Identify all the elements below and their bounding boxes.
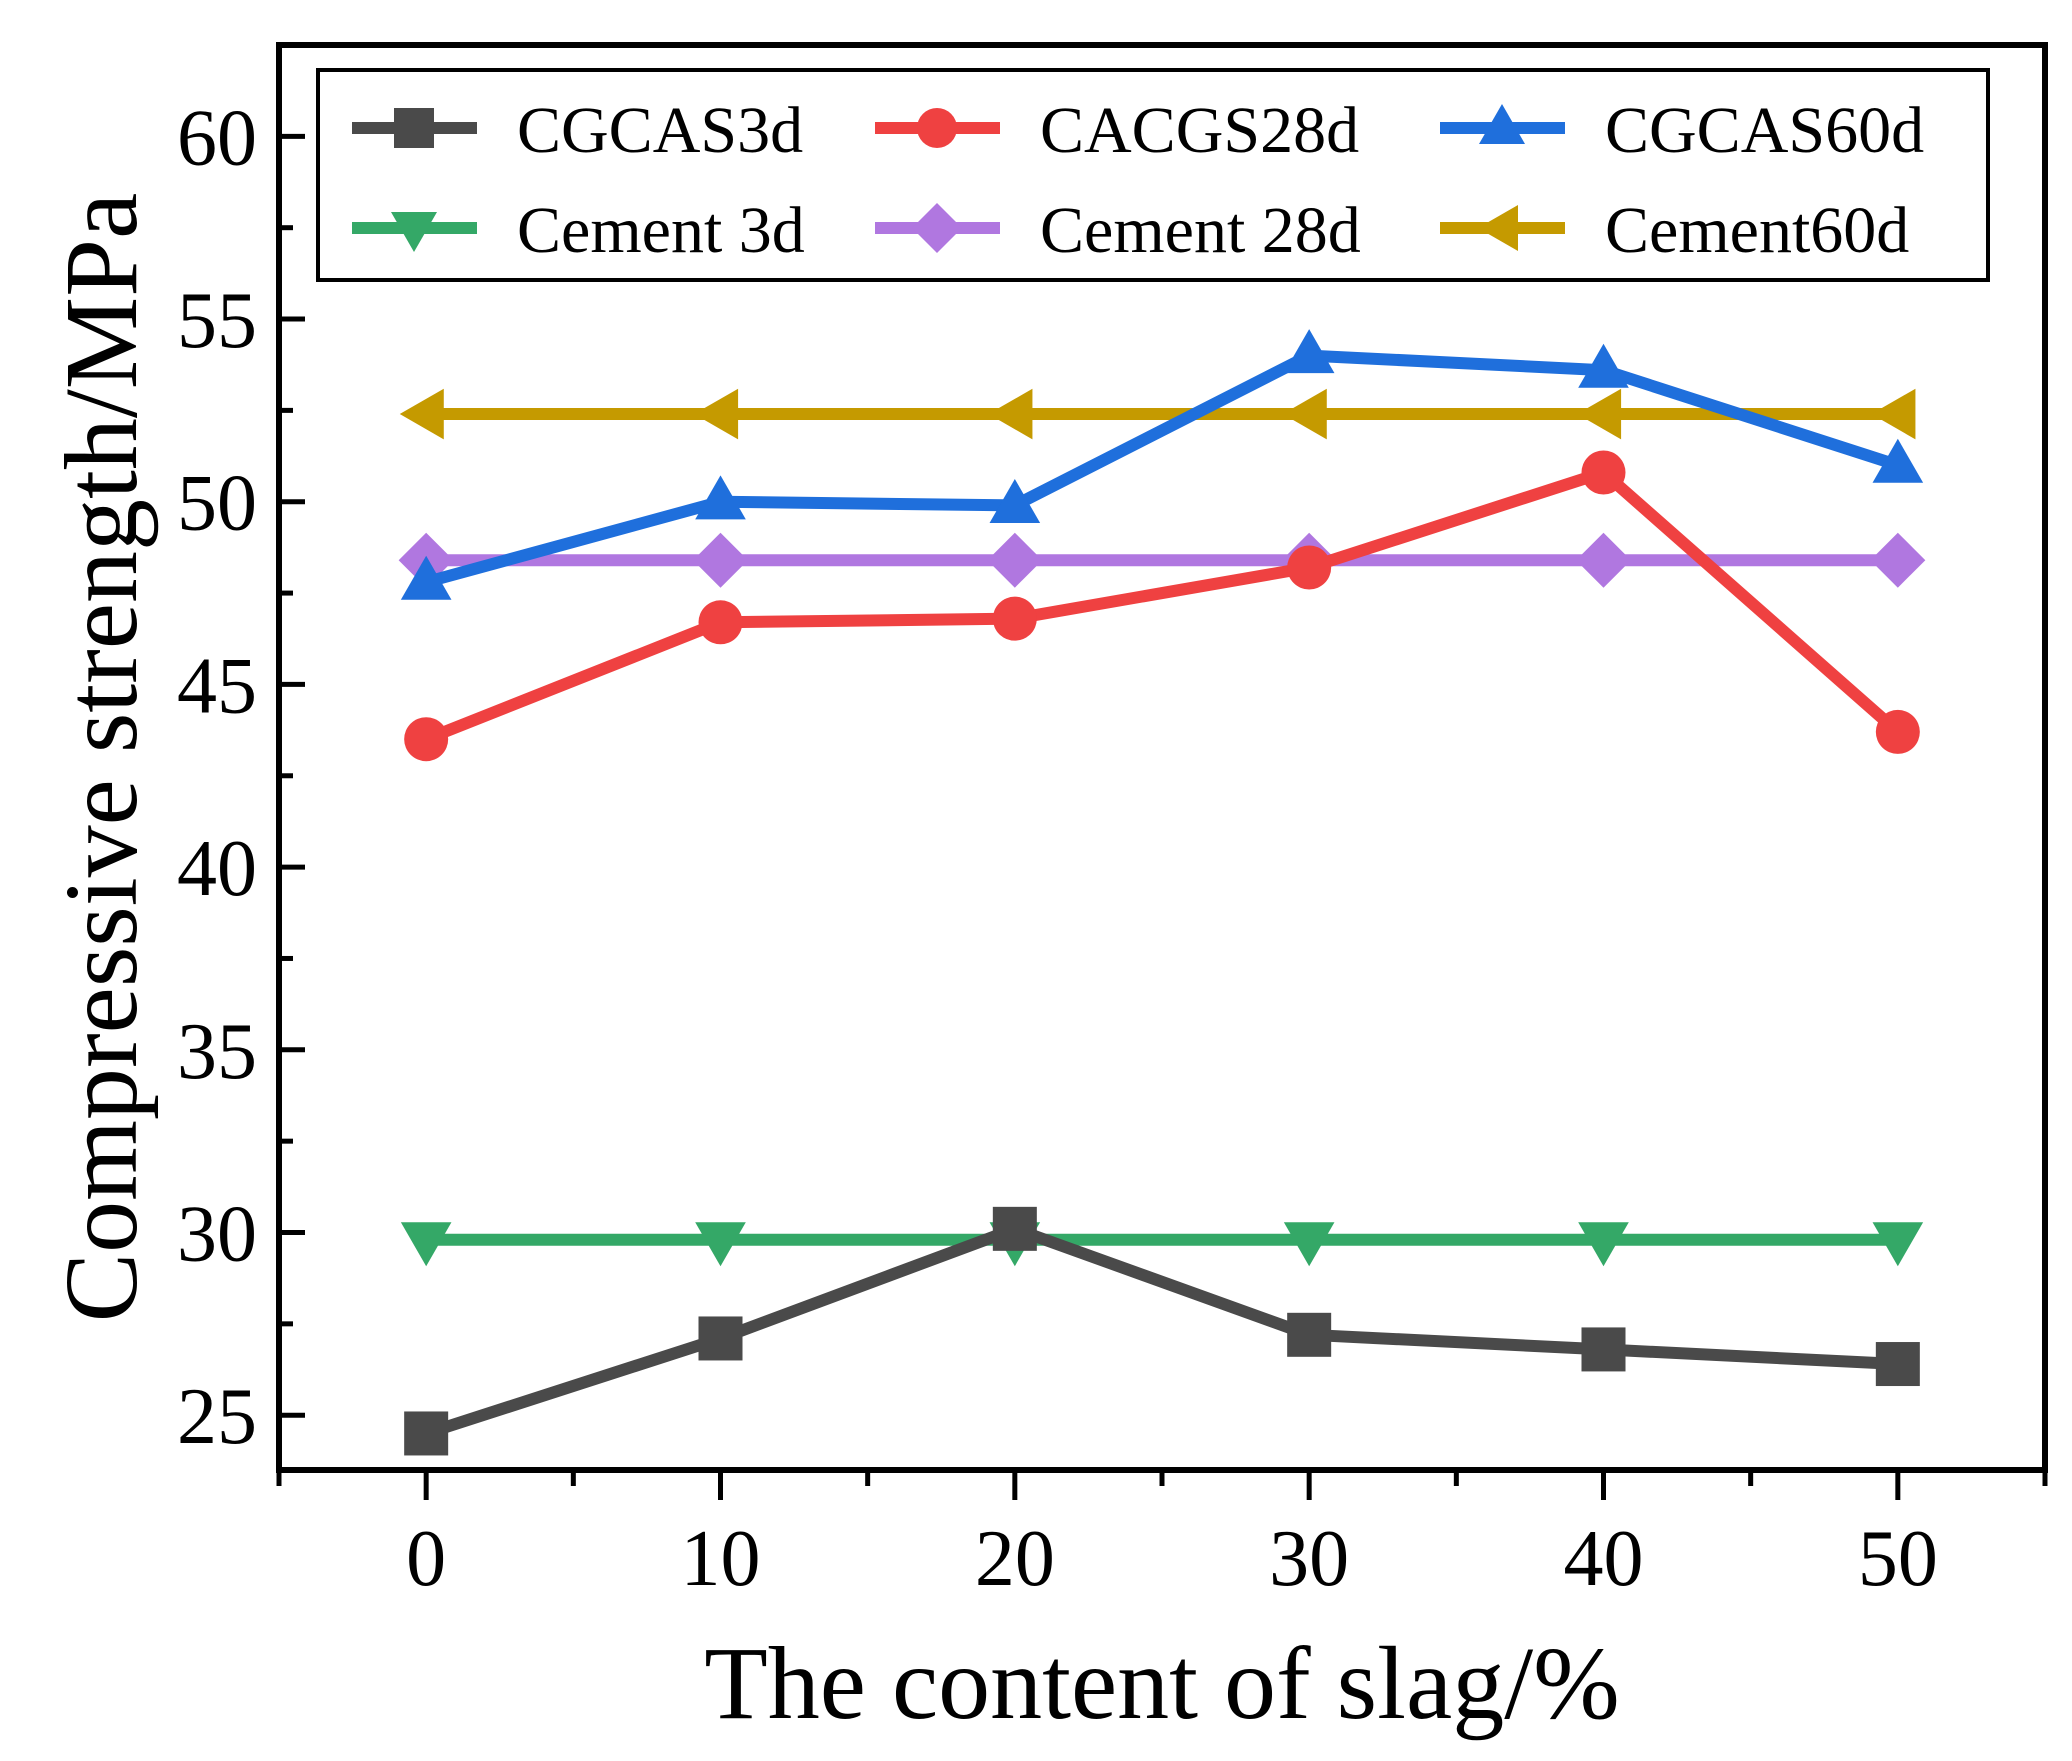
plot-area: [398, 329, 1926, 1456]
legend-marker: [394, 108, 434, 148]
data-point: [992, 596, 1037, 641]
series-cement-3d: [400, 1222, 1924, 1267]
data-point: [1287, 545, 1332, 590]
data-point: [988, 388, 1033, 440]
series-cacgs28d: [404, 450, 1920, 762]
legend-marker: [1479, 104, 1525, 144]
data-point: [695, 475, 746, 520]
data-point: [695, 1222, 746, 1267]
data-point: [1578, 343, 1629, 388]
data-point: [1872, 438, 1924, 483]
legend-item: CACGS28d: [875, 94, 1359, 167]
data-point: [1875, 709, 1920, 754]
data-point: [989, 478, 1041, 523]
legend-box: [316, 68, 1990, 282]
data-point: [1282, 388, 1327, 440]
legend-item: Cement 28d: [875, 194, 1361, 267]
data-point: [992, 1206, 1037, 1251]
y-axis-title: Compressive strength/MPa: [44, 193, 159, 1322]
legend-label: CGCAS3d: [517, 94, 803, 167]
series-cgcas3d: [404, 1206, 1920, 1456]
data-point: [1578, 1222, 1629, 1267]
x-tick-label: 20: [975, 1515, 1055, 1603]
series-cgcas60d: [400, 329, 1924, 600]
data-point: [693, 532, 748, 588]
data-point: [404, 1411, 449, 1456]
legend-marker: [391, 212, 437, 252]
data-point: [1283, 1222, 1335, 1267]
data-point: [698, 1316, 743, 1361]
data-point: [987, 532, 1043, 588]
data-point: [1581, 1327, 1626, 1372]
y-tick-label: 60: [177, 94, 257, 182]
legend-item: CGCAS60d: [1440, 94, 1924, 167]
series-line: [423, 466, 1902, 745]
data-point: [404, 717, 449, 762]
data-point: [1581, 450, 1626, 495]
data-point: [1577, 388, 1622, 440]
legend-label: CACGS28d: [1040, 94, 1359, 167]
y-tick-label: 55: [177, 277, 257, 365]
legend-marker: [912, 203, 962, 253]
legend-item: Cement60d: [1440, 194, 1909, 267]
legend-label: Cement60d: [1605, 194, 1909, 267]
legend-label: CGCAS60d: [1605, 94, 1924, 167]
series-line: [424, 349, 1900, 588]
legend-marker: [1478, 205, 1518, 251]
data-point: [1283, 329, 1335, 374]
data-point: [399, 388, 444, 440]
data-point: [698, 600, 743, 645]
series-line: [424, 1222, 1899, 1440]
x-tick-label: 30: [1269, 1515, 1349, 1603]
y-tick-label: 45: [177, 642, 257, 730]
legend: CGCAS3d CACGS28d CGCAS60d Cement 3d Cement 2…: [316, 68, 1990, 282]
data-point: [1576, 532, 1631, 588]
y-tick-label: 35: [177, 1008, 257, 1096]
y-tick-label: 40: [177, 825, 257, 913]
x-tick-label: 50: [1858, 1515, 1938, 1603]
data-point: [1287, 1312, 1332, 1357]
legend-marker: [917, 108, 957, 148]
y-tick-label: 50: [177, 460, 257, 548]
data-point: [400, 555, 452, 600]
data-point: [1871, 388, 1916, 440]
data-point: [694, 388, 739, 440]
x-tick-label: 10: [681, 1515, 761, 1603]
data-point: [1872, 1222, 1924, 1267]
y-tick-label: 25: [177, 1373, 257, 1461]
x-tick-label: 40: [1564, 1515, 1644, 1603]
legend-item: CGCAS3d: [352, 94, 803, 167]
series-cement60d: [399, 388, 1916, 440]
x-axis-title: The content of slag/%: [704, 1626, 1619, 1741]
legend-label: Cement 3d: [517, 194, 805, 267]
legend-label: Cement 28d: [1040, 194, 1361, 267]
data-point: [400, 1222, 452, 1267]
x-tick-label: 0: [406, 1515, 446, 1603]
axes: 25 30 35 40 45 50 55 60 0 10 20 30 40 50: [177, 42, 2048, 1603]
y-tick-label: 30: [177, 1191, 257, 1279]
data-point: [1870, 532, 1926, 588]
legend-item: Cement 3d: [352, 194, 805, 267]
data-point: [1875, 1342, 1920, 1387]
